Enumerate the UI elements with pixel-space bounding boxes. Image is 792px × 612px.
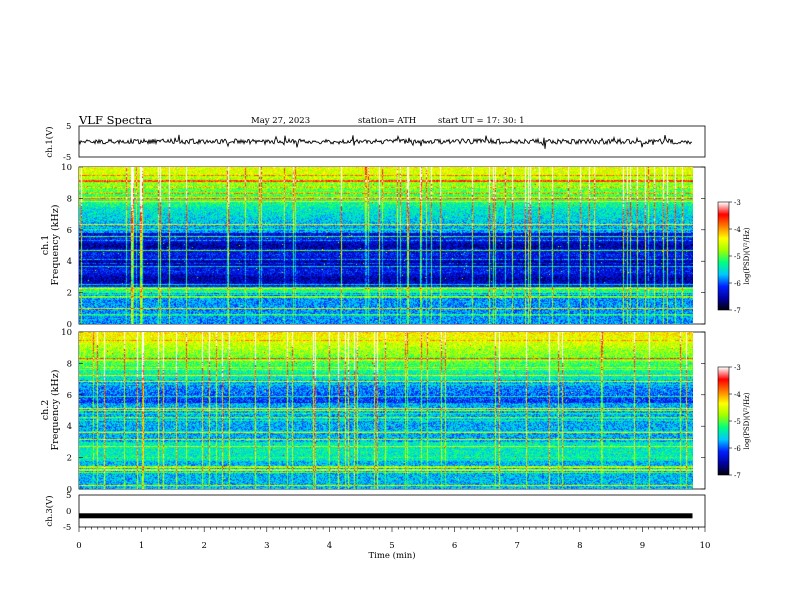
ch1-spectrogram-ylabel-channel: ch.1 <box>40 235 51 256</box>
ch1-spectrogram-image <box>79 167 693 324</box>
colorbar-tick-label: -7 <box>734 307 741 315</box>
frequency-tick-label: 4 <box>67 257 72 267</box>
frequency-tick-label: 2 <box>67 289 72 299</box>
ch3-ytick-top: 5 <box>66 491 71 501</box>
ch2-spectrogram-ylabel-frequency: Frequency (kHz) <box>50 370 61 451</box>
time-axis-label: Time (min) <box>368 550 415 561</box>
colorbar-tick-label: -5 <box>734 418 741 426</box>
frequency-tick-label: 10 <box>61 328 72 338</box>
frequency-tick-label: 4 <box>67 422 72 432</box>
ch3-waveform-frame <box>78 494 706 528</box>
date-label: May 27, 2023 <box>251 116 310 126</box>
ch2-colorbar: -3 -4 -5 -6 -7 log(PSD)(V²/Hz) <box>717 364 751 480</box>
ch2-spectrogram-ylabel-channel: ch.2 <box>40 400 51 421</box>
ch2-spectrogram-yticks: 0 2 4 6 8 10 <box>61 328 705 495</box>
frequency-tick-label: 0 <box>67 320 72 330</box>
colorbar-tick-label: -5 <box>734 253 741 261</box>
time-axis-tick-label: 0 <box>76 541 81 551</box>
ch1-ytick-top: 5 <box>66 122 71 132</box>
time-axis-tick-label: 2 <box>201 541 206 551</box>
ch1-spectrogram-panel: 0 2 4 6 8 10 ch.1 Frequency (kHz) <box>40 163 706 330</box>
frequency-tick-label: 8 <box>67 194 72 204</box>
ch3-waveform-ylabel: ch.3(V) <box>44 495 55 526</box>
start-ut-label: start UT = 17: 30: 1 <box>438 116 525 126</box>
time-axis-tick-label: 4 <box>327 541 332 551</box>
time-axis: 0 1 2 3 4 5 6 7 8 9 10 <box>76 527 710 551</box>
ch1-waveform-ylabel: ch.1(V) <box>44 126 55 157</box>
colorbar-tick-label: -3 <box>734 364 741 372</box>
figure-title: VLF Spectra <box>78 113 152 127</box>
colorbar-tick-label: -6 <box>734 280 741 288</box>
ch3-waveform-panel: 5 0 -5 ch.3(V) <box>44 491 706 533</box>
ch1-spectrogram-yticks: 0 2 4 6 8 10 <box>61 163 705 330</box>
ch2-spectrogram-panel: 0 2 4 6 8 10 ch.2 Frequency (kHz) <box>40 328 706 495</box>
frequency-tick-label: 6 <box>67 391 72 401</box>
frequency-tick-label: 6 <box>67 226 72 236</box>
ch1-waveform-trace <box>78 134 693 149</box>
time-axis-tick-label: 6 <box>452 541 457 551</box>
ch1-colorbar: -3 -4 -5 -6 -7 log(PSD)(V²/Hz) <box>717 199 751 315</box>
frequency-tick-label: 2 <box>67 454 72 464</box>
frequency-tick-label: 0 <box>67 485 72 495</box>
colorbar-tick-label: -3 <box>734 199 741 207</box>
ch2-colorbar-label: log(PSD)(V²/Hz) <box>743 392 751 449</box>
colorbar-tick-label: -4 <box>734 226 741 234</box>
ch1-spectrogram-ylabel-frequency: Frequency (kHz) <box>50 205 61 286</box>
ch3-ytick-bottom: -5 <box>63 523 71 533</box>
time-axis-tick-label: 8 <box>577 541 582 551</box>
ch1-colorbar-label: log(PSD)(V²/Hz) <box>743 227 751 284</box>
colorbar-tick-label: -6 <box>734 445 741 453</box>
time-axis-tick-label: 9 <box>640 541 645 551</box>
time-axis-tick-label: 5 <box>389 541 394 551</box>
ch3-ytick-mid: 0 <box>66 507 71 517</box>
time-axis-tick-label: 7 <box>514 541 519 551</box>
ch1-waveform-panel: 5 -5 ch.1(V) <box>44 122 706 163</box>
frequency-tick-label: 10 <box>61 163 72 173</box>
frequency-tick-label: 8 <box>67 359 72 369</box>
ch3-waveform-trace <box>79 513 693 519</box>
colorbar-tick-label: -7 <box>734 472 741 480</box>
ch1-ytick-bottom: -5 <box>63 153 71 163</box>
time-axis-tick-label: 10 <box>700 541 711 551</box>
ch1-colorbar-ticks: -3 -4 -5 -6 -7 <box>729 199 741 315</box>
colorbar-tick-label: -4 <box>734 391 741 399</box>
ch2-spectrogram-image <box>79 332 693 489</box>
time-axis-tick-label: 1 <box>139 541 144 551</box>
ch2-colorbar-ticks: -3 -4 -5 -6 -7 <box>729 364 741 480</box>
station-label: station= ATH <box>358 116 416 126</box>
time-axis-tick-label: 3 <box>264 541 269 551</box>
